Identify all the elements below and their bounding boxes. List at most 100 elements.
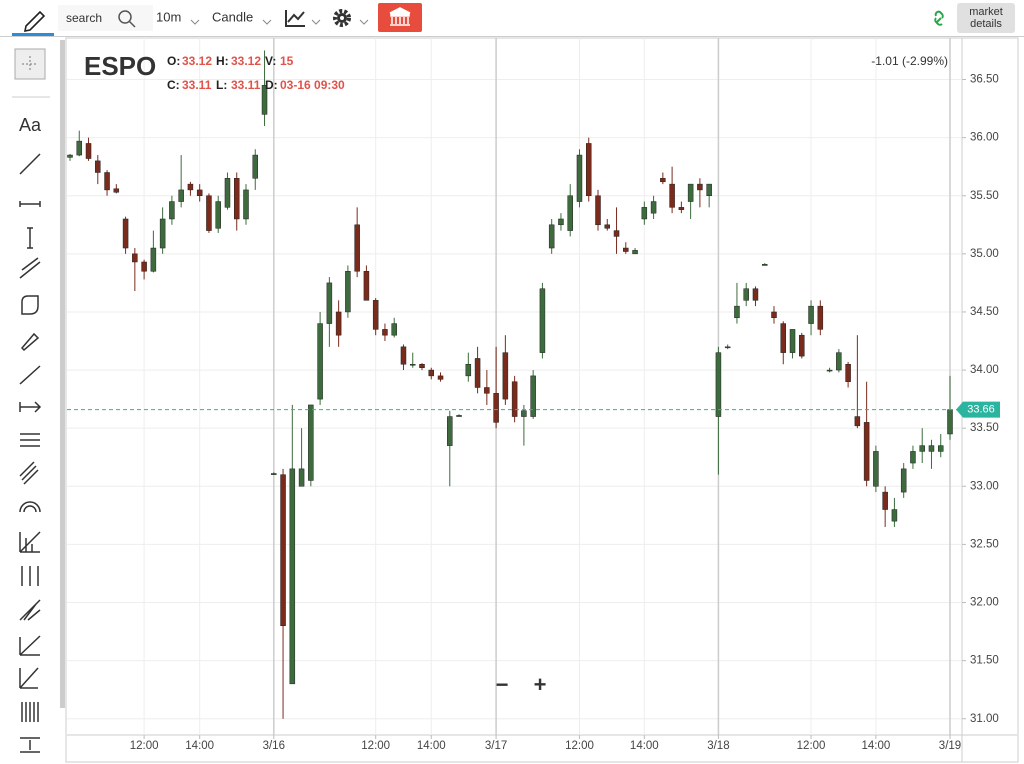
tool-icon	[20, 737, 40, 753]
candle-body	[928, 445, 935, 452]
field-value: 33.12	[231, 54, 261, 68]
candle-body	[465, 364, 472, 377]
candle-body	[243, 189, 249, 220]
x-tick-label: 3/19	[939, 740, 961, 752]
tool-icon	[19, 635, 41, 656]
tool-icon	[19, 461, 39, 485]
dropdown-arrow	[190, 19, 200, 25]
candle-body	[298, 468, 305, 487]
top-toolbar	[0, 0, 1024, 36]
y-tick-label: 32.50	[970, 538, 999, 550]
indicators-icon[interactable]	[285, 10, 305, 27]
candle-body	[317, 323, 323, 400]
symbol: ESPO	[84, 51, 156, 81]
candle-body	[474, 358, 481, 388]
candle-body	[734, 305, 740, 319]
candle-body	[484, 387, 490, 394]
candle-body	[511, 381, 518, 417]
market-details-button[interactable]	[957, 3, 1015, 33]
chart-type-select[interactable]: Candle	[212, 9, 253, 24]
candle-body	[706, 183, 712, 196]
candle-body	[372, 300, 379, 330]
bank-icon	[389, 7, 411, 26]
link-icon[interactable]	[934, 10, 944, 26]
dropdown-arrow	[262, 19, 272, 25]
ohlc-fields: O: 33.12 H: 33.12 V: 15C: 33.11 L: 33.11 D: 03-16 …	[167, 54, 345, 92]
field-value: 33.11	[231, 78, 261, 92]
tool-icon	[19, 365, 41, 385]
y-tick-label: 32.00	[970, 597, 999, 609]
y-tick-label: 33.50	[970, 422, 999, 434]
candle-body	[122, 218, 129, 249]
candle-body	[252, 154, 259, 179]
candle-body	[789, 329, 796, 353]
candle-body	[224, 178, 231, 208]
x-tick-label: 14:00	[862, 740, 891, 752]
x-tick-label: 14:00	[630, 740, 659, 752]
candle-body	[76, 140, 83, 156]
crosshair-icon	[22, 56, 38, 72]
candle-body	[271, 473, 277, 475]
candle-body	[326, 282, 333, 324]
candle-body	[585, 143, 592, 196]
tool-icon	[19, 667, 39, 689]
candle-body	[660, 178, 666, 183]
candle-body	[308, 404, 314, 481]
last-price-label: 33.66	[967, 403, 995, 415]
candle-body	[382, 329, 388, 336]
zoom-out[interactable]: −	[496, 672, 509, 697]
candle-body	[826, 369, 833, 372]
candle-body	[280, 474, 286, 627]
pencil-icon[interactable]	[23, 10, 46, 33]
x-tick-label: 12:00	[565, 740, 594, 752]
drawing-tools	[19, 153, 42, 753]
candle-body	[400, 346, 407, 365]
candle-body	[447, 416, 453, 446]
x-tick-label: 12:00	[130, 740, 159, 752]
dropdown-arrow	[311, 19, 321, 25]
candle-body	[530, 375, 536, 417]
field-value: 03-16 09:30	[280, 78, 345, 92]
candle-body	[159, 218, 166, 249]
candle-body	[854, 416, 861, 427]
tool-panel-scrollbar	[60, 40, 65, 708]
search-icon	[128, 20, 136, 28]
field-value: 15	[280, 54, 294, 68]
y-tick-label: 35.50	[970, 190, 999, 202]
tool-icon	[20, 433, 40, 447]
candle-body	[752, 288, 759, 301]
candle-body	[558, 218, 564, 226]
candle-body	[502, 352, 509, 400]
candle-body	[345, 271, 351, 313]
candle-body	[335, 311, 342, 336]
candle-body	[169, 201, 175, 220]
x-tick-label: 12:00	[797, 740, 826, 752]
candle-body	[808, 305, 814, 324]
zoom-in[interactable]: +	[534, 672, 547, 697]
interval-select[interactable]: 10m	[156, 9, 181, 24]
search-box[interactable]	[58, 5, 153, 31]
field-label: O:	[167, 54, 180, 68]
candle-body	[595, 195, 601, 226]
candle-body	[724, 346, 731, 349]
candle-body	[354, 224, 360, 272]
market-details-label-box: market details	[969, 6, 1003, 30]
text-tool[interactable]: Aa	[19, 115, 42, 135]
field-label: D:	[265, 78, 278, 92]
candle-body	[891, 509, 898, 522]
candle-body	[437, 375, 444, 380]
settings-icon[interactable]	[333, 9, 351, 27]
candle-body	[539, 288, 546, 353]
candle-body	[215, 201, 221, 229]
candle-body	[548, 224, 555, 249]
dropdown-arrow	[359, 19, 369, 25]
candle-body	[650, 201, 657, 214]
candle-body	[882, 491, 888, 510]
chart-frame	[65, 37, 1019, 763]
y-tick-label: 34.50	[970, 306, 999, 318]
x-tick-label: 14:00	[185, 740, 214, 752]
candle-body	[391, 323, 397, 336]
tool-icon	[19, 257, 41, 279]
tool-icon	[19, 531, 41, 553]
candle-body	[873, 451, 879, 487]
